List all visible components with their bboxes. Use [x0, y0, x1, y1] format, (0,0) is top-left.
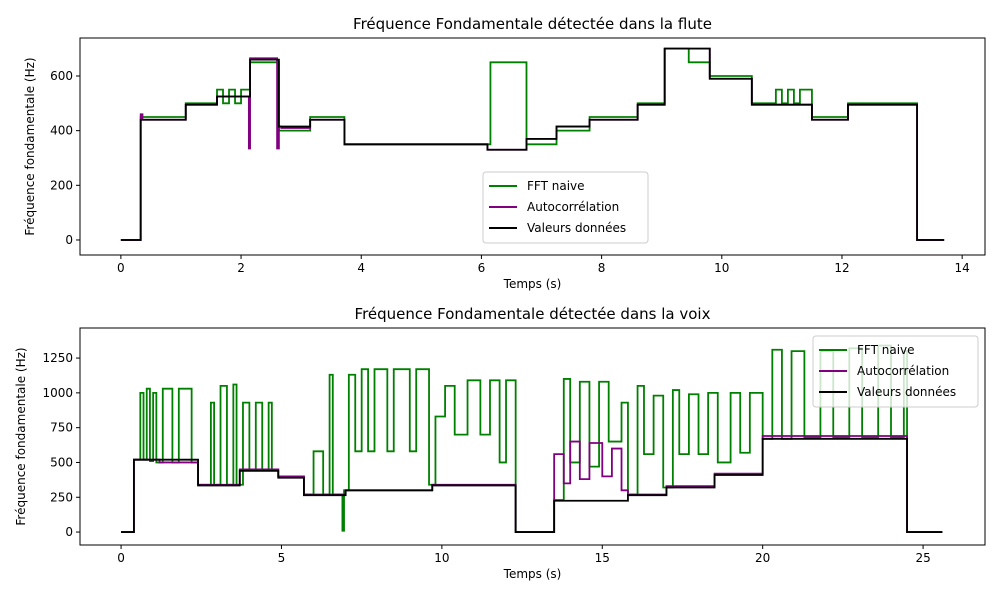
x-axis-label: Temps (s) — [503, 277, 562, 291]
x-tick-label: 2 — [237, 261, 245, 275]
x-tick-label: 4 — [357, 261, 365, 275]
y-tick-label: 600 — [50, 69, 73, 83]
axes-frame — [79, 37, 986, 256]
chart-title: Fréquence Fondamentale détectée dans la … — [355, 305, 711, 323]
y-tick-label: 200 — [50, 178, 73, 192]
x-tick-label: 10 — [434, 551, 449, 565]
legend-label: Valeurs données — [527, 221, 626, 235]
x-axis-label: Temps (s) — [503, 567, 562, 581]
legend: FFT naive Autocorrélation Valeurs données — [482, 171, 649, 244]
x-tick-label: 10 — [714, 261, 729, 275]
legend-box — [812, 335, 979, 408]
legend-label: Valeurs données — [857, 385, 956, 399]
subplot: Fréquence Fondamentale détectée dans la … — [14, 305, 986, 581]
y-tick-label: 500 — [50, 455, 73, 469]
x-tick-label: 0 — [117, 261, 125, 275]
y-tick-label: 1000 — [42, 386, 73, 400]
chart-title: Fréquence Fondamentale détectée dans la … — [353, 15, 712, 33]
x-tick-label: 15 — [595, 551, 610, 565]
x-tick-label: 0 — [117, 551, 125, 565]
legend-label: Autocorrélation — [857, 364, 949, 378]
legend: FFT naive Autocorrélation Valeurs données — [812, 335, 979, 408]
subplot: Fréquence Fondamentale détectée dans la … — [23, 15, 986, 291]
x-tick-label: 8 — [598, 261, 606, 275]
series-line — [121, 437, 943, 533]
series-line — [120, 47, 945, 241]
legend-box — [482, 171, 649, 244]
legend-label: FFT naive — [857, 343, 915, 357]
series-line — [121, 435, 943, 533]
y-axis-label: Fréquence fondamentale (Hz) — [23, 57, 37, 235]
y-tick-label: 400 — [50, 124, 73, 138]
y-tick-label: 750 — [50, 421, 73, 435]
axes-frame — [79, 327, 986, 546]
legend-label: FFT naive — [527, 179, 585, 193]
x-tick-label: 5 — [278, 551, 286, 565]
x-tick-label: 25 — [915, 551, 930, 565]
y-tick-label: 1250 — [42, 351, 73, 365]
y-axis-label: Fréquence fondamentale (Hz) — [14, 347, 28, 525]
x-tick-label: 6 — [478, 261, 486, 275]
y-tick-label: 250 — [50, 490, 73, 504]
x-tick-label: 20 — [755, 551, 770, 565]
y-tick-label: 0 — [65, 233, 73, 247]
y-tick-label: 0 — [65, 525, 73, 539]
legend-label: Autocorrélation — [527, 200, 619, 214]
x-tick-label: 14 — [955, 261, 970, 275]
x-tick-label: 12 — [834, 261, 849, 275]
